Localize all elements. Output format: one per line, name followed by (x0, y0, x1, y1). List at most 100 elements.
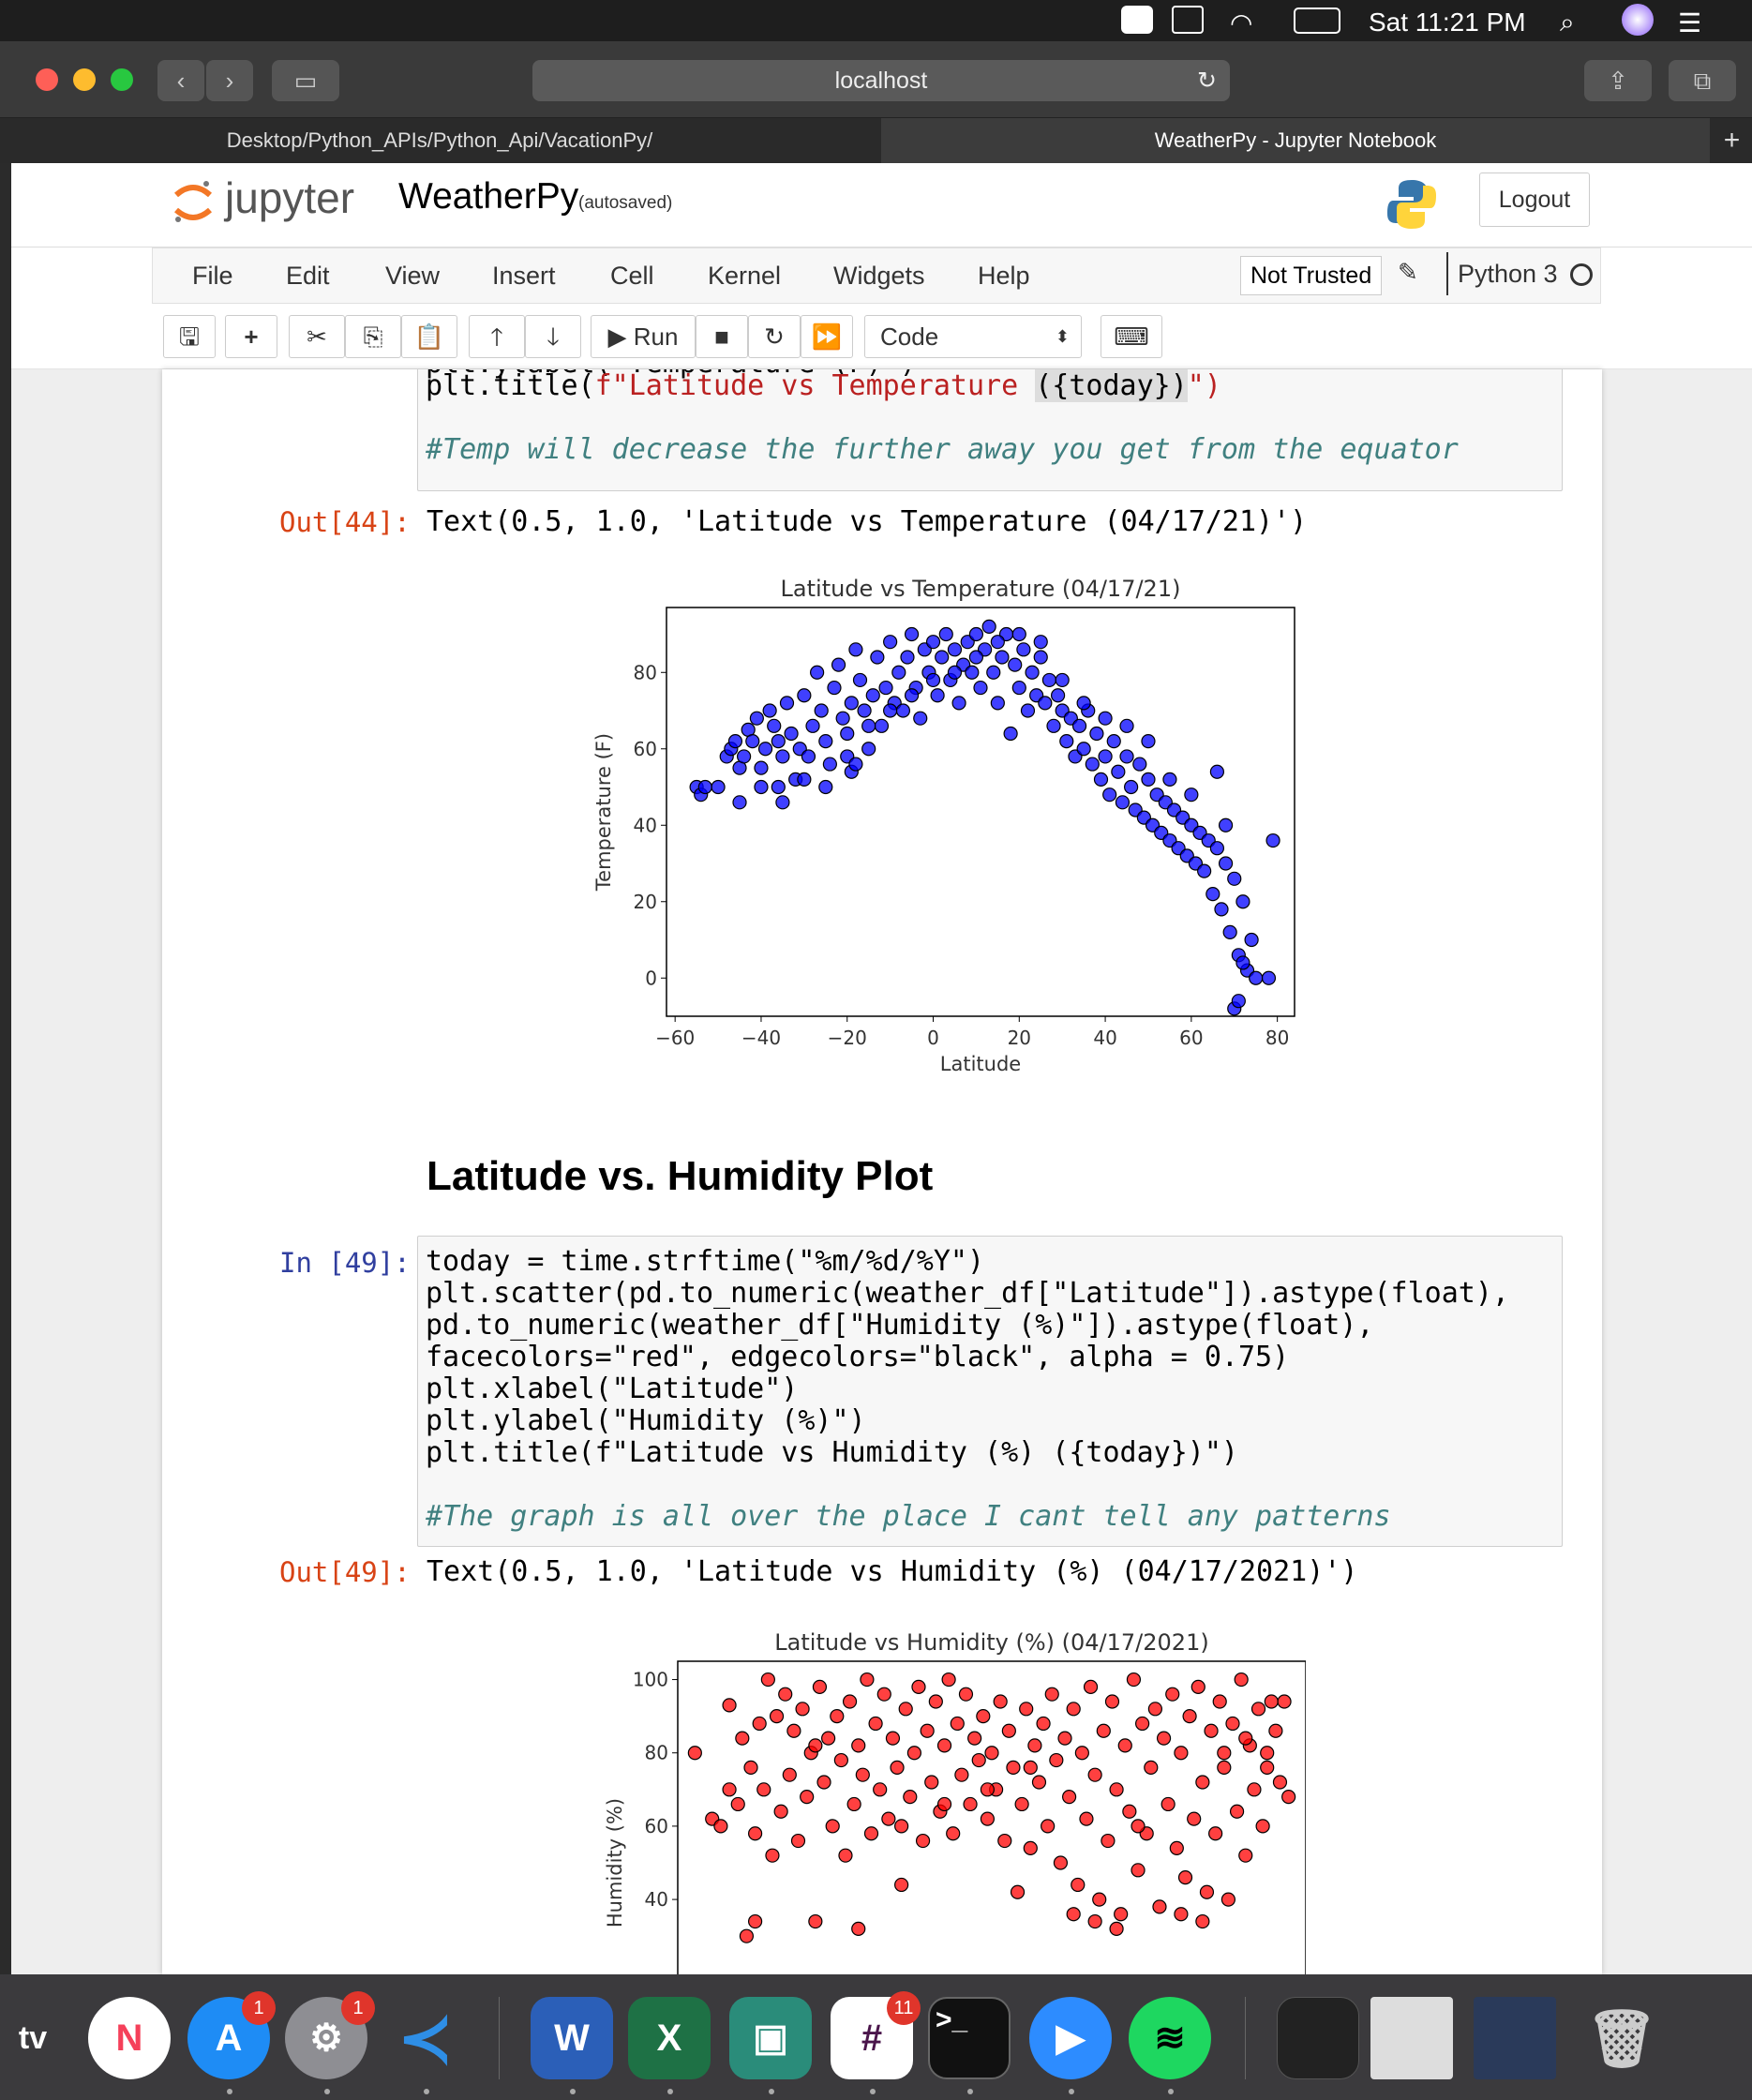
menu-kernel[interactable]: Kernel (708, 262, 782, 290)
close-window-button[interactable] (36, 68, 58, 91)
data-point (769, 1709, 785, 1724)
screen-record-icon[interactable] (1121, 6, 1153, 34)
restart-run-all-icon[interactable]: ⏩ (801, 315, 853, 358)
control-center-icon[interactable]: ☰ (1678, 8, 1702, 38)
dock-spotify-icon[interactable]: ≋ (1129, 1997, 1211, 2079)
code-cell-44[interactable]: plt.ylabel("Temperature (F)") plt.title(… (417, 369, 1563, 491)
jupyter-wordmark[interactable]: jupyter (225, 173, 355, 222)
dock-recent-window-2[interactable] (1370, 1997, 1453, 2079)
insert-cell-icon[interactable]: + (225, 315, 277, 358)
menu-view[interactable]: View (385, 262, 441, 290)
data-point (1218, 818, 1234, 832)
dock-zoom-icon[interactable]: ▶ (1029, 1997, 1112, 2079)
reload-icon[interactable]: ↻ (1197, 68, 1217, 94)
menu-insert[interactable]: Insert (492, 262, 556, 290)
cell-type-select[interactable]: Code ⬍ (864, 315, 1082, 358)
autosave-status: (autosaved) (578, 193, 673, 213)
data-point (1114, 1907, 1129, 1922)
share-button[interactable]: ⇪ (1584, 60, 1652, 101)
copy-icon[interactable]: ⎘ (345, 315, 401, 358)
dock-news-icon[interactable]: N (88, 1997, 171, 2079)
data-point (790, 1833, 806, 1849)
data-point (925, 672, 941, 688)
maximize-window-button[interactable] (111, 68, 133, 91)
data-point (732, 795, 747, 810)
menu-help[interactable]: Help (978, 262, 1030, 290)
code-line-5: plt.xlabel("Latitude") (426, 1372, 799, 1405)
data-point (894, 1819, 909, 1834)
data-point (1144, 1760, 1159, 1775)
interrupt-icon[interactable]: ■ (696, 315, 748, 358)
code-cell-49[interactable]: today = time.strftime("%m/%d/%Y") plt.sc… (417, 1236, 1563, 1547)
data-point (925, 635, 941, 650)
dock-tv-icon[interactable]: tv (0, 1997, 66, 2079)
dock-terminal-icon[interactable]: >_ (928, 1997, 1011, 2079)
back-button[interactable]: ‹ (157, 60, 204, 101)
dock-divider (499, 1997, 500, 2079)
x-tick-label: 0 (927, 1027, 939, 1049)
new-tab-button[interactable]: + (1723, 125, 1741, 156)
minimize-window-button[interactable] (73, 68, 96, 91)
data-point (779, 696, 795, 711)
data-point (881, 1811, 896, 1826)
dock-vscode-icon[interactable]: ≺ (397, 2002, 454, 2075)
data-point (767, 718, 782, 733)
trust-indicator[interactable]: Not Trusted (1240, 256, 1383, 295)
keyboard-icon[interactable]: ⌨ (1101, 315, 1162, 358)
menu-cell[interactable]: Cell (610, 262, 654, 290)
sidebar-toggle-button[interactable]: ▭ (272, 60, 339, 101)
data-point (965, 665, 980, 680)
y-tick-label: 40 (634, 814, 657, 836)
logout-button[interactable]: Logout (1479, 172, 1590, 227)
app-store-badge: 1 (242, 1991, 276, 2025)
notebook-name[interactable]: WeatherPy (398, 176, 579, 217)
tab-overview-button[interactable]: ⧉ (1669, 60, 1736, 101)
wifi-icon[interactable]: ◠ (1230, 8, 1253, 38)
clock[interactable]: Sat 11:21 PM (1369, 8, 1526, 37)
edit-pencil-icon[interactable]: ✎ (1398, 258, 1418, 286)
spotlight-icon[interactable]: ⌕ (1560, 8, 1575, 37)
data-point (1033, 635, 1048, 650)
dock-recent-window-3[interactable] (1474, 1997, 1556, 2079)
data-point (984, 1746, 999, 1761)
tab-weatherpy[interactable]: WeatherPy - Jupyter Notebook (881, 118, 1710, 163)
dock-trash-icon[interactable]: 🗑 (1585, 2006, 1658, 2070)
data-point (748, 1826, 763, 1841)
paste-icon[interactable]: 📋 (401, 315, 457, 358)
move-down-icon[interactable]: 🡓 (525, 315, 581, 358)
tab-file-browser[interactable]: Desktop/Python_APIs/Python_Api/VacationP… (0, 118, 879, 163)
move-up-icon[interactable]: 🡑 (469, 315, 525, 358)
data-point (900, 650, 915, 665)
temperature-scatter-chart: Latitude vs Temperature (04/17/21) 0 20 40 6… (592, 576, 1295, 1075)
slack-badge: 11 (887, 1991, 921, 2025)
forward-button[interactable]: › (206, 60, 253, 101)
x-tick-label: 80 (1265, 1027, 1289, 1049)
data-point (1212, 1694, 1227, 1709)
y-axis-label: Humidity (%) (604, 1798, 626, 1928)
data-point (1003, 726, 1018, 742)
jupyter-logo-icon[interactable] (172, 178, 214, 225)
menu-widgets[interactable]: Widgets (833, 262, 925, 290)
run-icon: ▶ (607, 322, 634, 351)
command-icon[interactable] (1172, 6, 1204, 34)
restart-icon[interactable]: ↻ (748, 315, 801, 358)
data-point (842, 1694, 858, 1709)
run-button[interactable]: ▶ Run (591, 315, 696, 358)
dock-word-icon[interactable]: W (531, 1997, 613, 2079)
cut-icon[interactable]: ✂ (289, 315, 345, 358)
battery-icon[interactable] (1294, 8, 1340, 34)
address-bar[interactable]: localhost ↻ (532, 60, 1230, 101)
data-point (958, 1687, 974, 1702)
dock-webex-icon[interactable]: ▣ (729, 1997, 812, 2079)
data-point (1195, 1913, 1210, 1929)
data-point (1132, 757, 1147, 772)
data-point (1041, 672, 1057, 688)
menu-file[interactable]: File (192, 262, 233, 290)
data-point (1102, 788, 1117, 802)
data-point (1111, 764, 1126, 779)
siri-icon[interactable] (1622, 4, 1654, 36)
save-icon[interactable]: 🖫 (163, 315, 216, 358)
dock-excel-icon[interactable]: X (628, 1997, 711, 2079)
dock-recent-window-1[interactable] (1277, 1997, 1359, 2079)
menu-edit[interactable]: Edit (286, 262, 330, 290)
